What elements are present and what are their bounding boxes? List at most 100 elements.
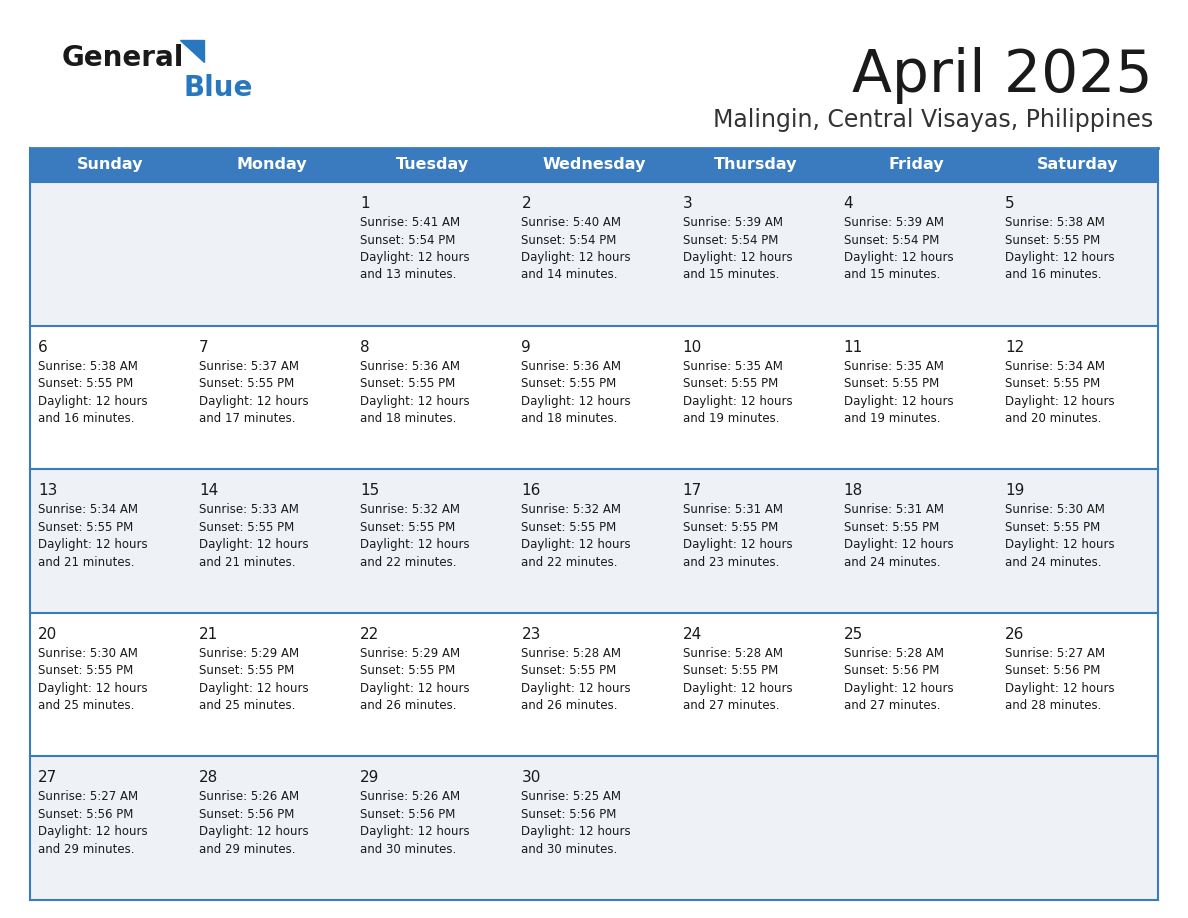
Text: Sunset: 5:55 PM: Sunset: 5:55 PM bbox=[38, 665, 133, 677]
Text: and 22 minutes.: and 22 minutes. bbox=[522, 555, 618, 568]
Text: General: General bbox=[62, 44, 184, 72]
Bar bbox=[353, 326, 513, 469]
Text: Sunrise: 5:30 AM: Sunrise: 5:30 AM bbox=[38, 647, 138, 660]
Text: Sunrise: 5:38 AM: Sunrise: 5:38 AM bbox=[38, 360, 138, 373]
Text: Daylight: 12 hours: Daylight: 12 hours bbox=[843, 538, 953, 551]
Text: Daylight: 12 hours: Daylight: 12 hours bbox=[843, 395, 953, 408]
Bar bbox=[675, 326, 835, 469]
Text: Sunset: 5:55 PM: Sunset: 5:55 PM bbox=[522, 377, 617, 390]
Text: Sunrise: 5:26 AM: Sunrise: 5:26 AM bbox=[360, 790, 461, 803]
Text: Sunset: 5:55 PM: Sunset: 5:55 PM bbox=[360, 665, 455, 677]
Bar bbox=[997, 326, 1158, 469]
Text: and 24 minutes.: and 24 minutes. bbox=[843, 555, 940, 568]
Text: and 26 minutes.: and 26 minutes. bbox=[522, 700, 618, 712]
Text: Daylight: 12 hours: Daylight: 12 hours bbox=[683, 538, 792, 551]
Bar bbox=[513, 613, 675, 756]
Text: 4: 4 bbox=[843, 196, 853, 211]
Text: Daylight: 12 hours: Daylight: 12 hours bbox=[360, 251, 470, 264]
Text: 5: 5 bbox=[1005, 196, 1015, 211]
Text: Sunset: 5:55 PM: Sunset: 5:55 PM bbox=[200, 521, 295, 533]
Text: Daylight: 12 hours: Daylight: 12 hours bbox=[1005, 395, 1114, 408]
Text: and 25 minutes.: and 25 minutes. bbox=[200, 700, 296, 712]
Text: Daylight: 12 hours: Daylight: 12 hours bbox=[38, 395, 147, 408]
Text: and 24 minutes.: and 24 minutes. bbox=[1005, 555, 1101, 568]
Text: 8: 8 bbox=[360, 340, 369, 354]
Text: Sunrise: 5:32 AM: Sunrise: 5:32 AM bbox=[522, 503, 621, 516]
Text: and 20 minutes.: and 20 minutes. bbox=[1005, 412, 1101, 425]
Bar bbox=[30, 756, 191, 900]
Text: 10: 10 bbox=[683, 340, 702, 354]
Text: 2: 2 bbox=[522, 196, 531, 211]
Bar bbox=[353, 613, 513, 756]
Text: 26: 26 bbox=[1005, 627, 1024, 642]
Text: and 13 minutes.: and 13 minutes. bbox=[360, 268, 456, 282]
Bar bbox=[835, 148, 997, 182]
Text: Sunset: 5:54 PM: Sunset: 5:54 PM bbox=[843, 233, 939, 247]
Text: Sunrise: 5:30 AM: Sunrise: 5:30 AM bbox=[1005, 503, 1105, 516]
Text: Sunset: 5:55 PM: Sunset: 5:55 PM bbox=[843, 521, 939, 533]
Text: Thursday: Thursday bbox=[713, 158, 797, 173]
Text: Sunset: 5:56 PM: Sunset: 5:56 PM bbox=[843, 665, 939, 677]
Text: 13: 13 bbox=[38, 483, 57, 498]
Text: 20: 20 bbox=[38, 627, 57, 642]
Text: Sunset: 5:55 PM: Sunset: 5:55 PM bbox=[38, 377, 133, 390]
Text: 15: 15 bbox=[360, 483, 379, 498]
Text: Daylight: 12 hours: Daylight: 12 hours bbox=[522, 395, 631, 408]
Text: Daylight: 12 hours: Daylight: 12 hours bbox=[683, 682, 792, 695]
Bar bbox=[353, 469, 513, 613]
Text: Daylight: 12 hours: Daylight: 12 hours bbox=[200, 825, 309, 838]
Text: and 29 minutes.: and 29 minutes. bbox=[200, 843, 296, 856]
Bar bbox=[997, 756, 1158, 900]
Text: Sunrise: 5:26 AM: Sunrise: 5:26 AM bbox=[200, 790, 299, 803]
Text: Sunrise: 5:41 AM: Sunrise: 5:41 AM bbox=[360, 216, 461, 229]
Text: and 16 minutes.: and 16 minutes. bbox=[38, 412, 134, 425]
Text: Daylight: 12 hours: Daylight: 12 hours bbox=[38, 825, 147, 838]
Text: Tuesday: Tuesday bbox=[397, 158, 469, 173]
Text: Sunrise: 5:39 AM: Sunrise: 5:39 AM bbox=[843, 216, 943, 229]
Bar bbox=[675, 613, 835, 756]
Polygon shape bbox=[181, 40, 204, 62]
Text: Daylight: 12 hours: Daylight: 12 hours bbox=[200, 538, 309, 551]
Bar bbox=[835, 756, 997, 900]
Text: Sunset: 5:55 PM: Sunset: 5:55 PM bbox=[1005, 233, 1100, 247]
Bar bbox=[997, 182, 1158, 326]
Text: Malingin, Central Visayas, Philippines: Malingin, Central Visayas, Philippines bbox=[713, 108, 1154, 132]
Text: Sunset: 5:56 PM: Sunset: 5:56 PM bbox=[1005, 665, 1100, 677]
Text: 28: 28 bbox=[200, 770, 219, 786]
Text: Sunset: 5:55 PM: Sunset: 5:55 PM bbox=[522, 665, 617, 677]
Text: Daylight: 12 hours: Daylight: 12 hours bbox=[522, 251, 631, 264]
Bar bbox=[675, 182, 835, 326]
Bar bbox=[675, 756, 835, 900]
Text: Sunrise: 5:27 AM: Sunrise: 5:27 AM bbox=[1005, 647, 1105, 660]
Text: and 18 minutes.: and 18 minutes. bbox=[522, 412, 618, 425]
Text: 30: 30 bbox=[522, 770, 541, 786]
Bar bbox=[191, 469, 353, 613]
Text: Sunrise: 5:31 AM: Sunrise: 5:31 AM bbox=[843, 503, 943, 516]
Text: Daylight: 12 hours: Daylight: 12 hours bbox=[200, 395, 309, 408]
Bar bbox=[30, 469, 191, 613]
Text: Daylight: 12 hours: Daylight: 12 hours bbox=[360, 825, 470, 838]
Text: and 15 minutes.: and 15 minutes. bbox=[683, 268, 779, 282]
Text: Monday: Monday bbox=[236, 158, 307, 173]
Text: Sunrise: 5:40 AM: Sunrise: 5:40 AM bbox=[522, 216, 621, 229]
Text: Sunrise: 5:31 AM: Sunrise: 5:31 AM bbox=[683, 503, 783, 516]
Text: Daylight: 12 hours: Daylight: 12 hours bbox=[360, 538, 470, 551]
Text: Sunrise: 5:35 AM: Sunrise: 5:35 AM bbox=[843, 360, 943, 373]
Text: 21: 21 bbox=[200, 627, 219, 642]
Text: Daylight: 12 hours: Daylight: 12 hours bbox=[522, 825, 631, 838]
Text: Sunrise: 5:39 AM: Sunrise: 5:39 AM bbox=[683, 216, 783, 229]
Text: and 21 minutes.: and 21 minutes. bbox=[200, 555, 296, 568]
Bar bbox=[513, 182, 675, 326]
Text: Sunrise: 5:33 AM: Sunrise: 5:33 AM bbox=[200, 503, 299, 516]
Bar bbox=[191, 756, 353, 900]
Text: Sunset: 5:55 PM: Sunset: 5:55 PM bbox=[360, 521, 455, 533]
Text: Sunrise: 5:38 AM: Sunrise: 5:38 AM bbox=[1005, 216, 1105, 229]
Text: Daylight: 12 hours: Daylight: 12 hours bbox=[1005, 251, 1114, 264]
Text: and 18 minutes.: and 18 minutes. bbox=[360, 412, 456, 425]
Text: Sunrise: 5:34 AM: Sunrise: 5:34 AM bbox=[38, 503, 138, 516]
Text: Sunrise: 5:37 AM: Sunrise: 5:37 AM bbox=[200, 360, 299, 373]
Text: Sunrise: 5:28 AM: Sunrise: 5:28 AM bbox=[843, 647, 943, 660]
Text: 14: 14 bbox=[200, 483, 219, 498]
Bar bbox=[835, 182, 997, 326]
Text: 6: 6 bbox=[38, 340, 48, 354]
